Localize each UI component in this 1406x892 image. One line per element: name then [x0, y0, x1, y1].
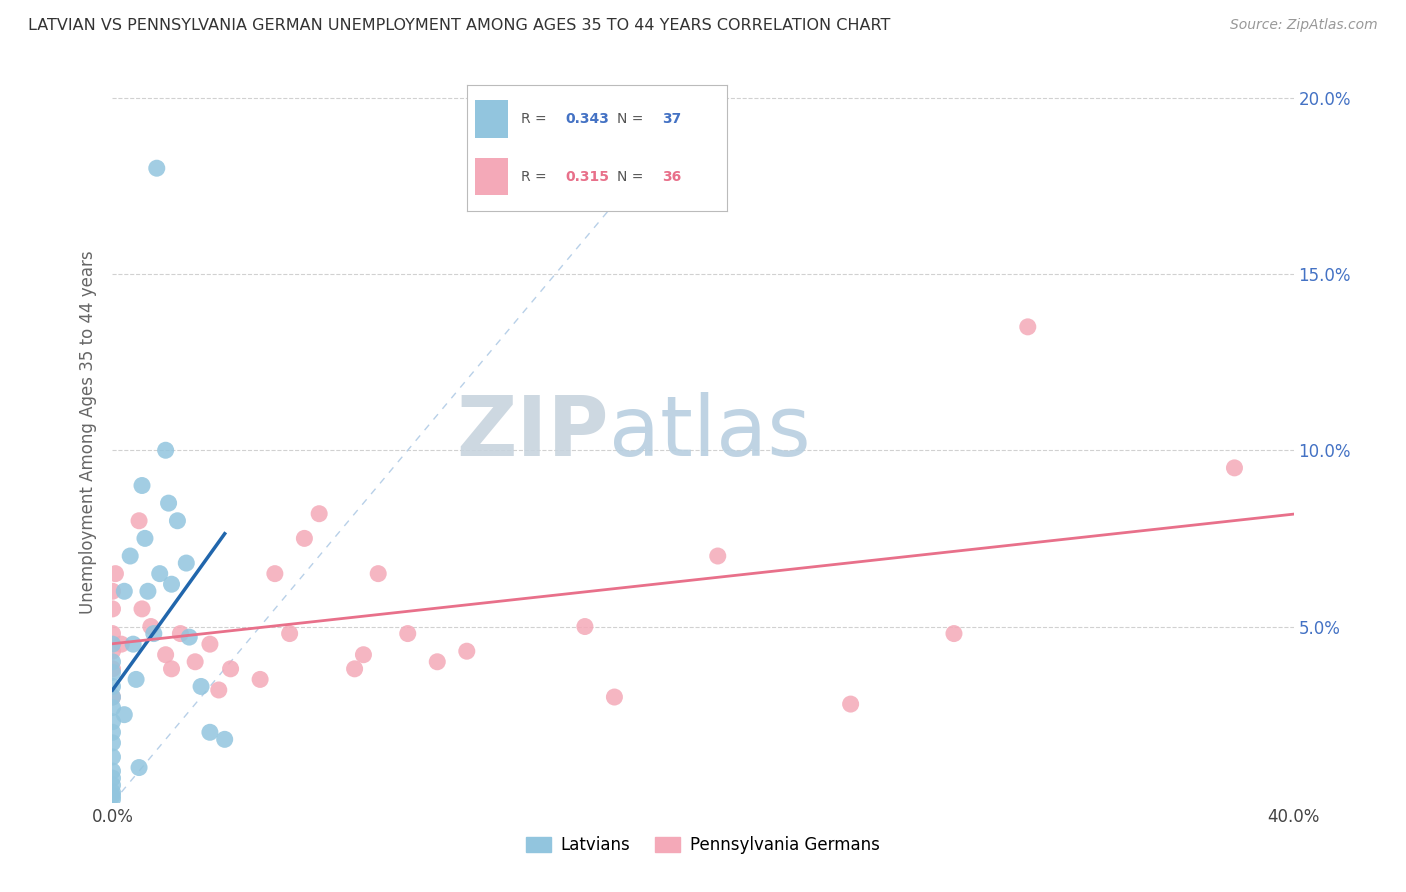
Point: [219, 662, 242, 676]
Point: [198, 725, 221, 739]
Point: [101, 602, 124, 616]
Point: [179, 630, 201, 644]
Point: [706, 549, 728, 563]
Point: [112, 584, 135, 599]
Text: Source: ZipAtlas.com: Source: ZipAtlas.com: [1230, 18, 1378, 32]
Point: [367, 566, 389, 581]
Point: [343, 662, 366, 676]
Point: [396, 626, 419, 640]
Point: [101, 778, 124, 792]
Point: [214, 732, 236, 747]
Point: [169, 626, 191, 640]
Point: [101, 789, 124, 803]
Point: [101, 655, 124, 669]
Point: [264, 566, 287, 581]
Point: [278, 626, 301, 640]
Point: [101, 690, 124, 704]
Point: [942, 626, 965, 640]
Text: atlas: atlas: [609, 392, 810, 473]
Point: [155, 443, 177, 458]
Legend: Latvians, Pennsylvania Germans: Latvians, Pennsylvania Germans: [519, 830, 887, 861]
Point: [160, 662, 183, 676]
Point: [101, 665, 124, 680]
Point: [184, 655, 207, 669]
Point: [131, 602, 153, 616]
Point: [101, 736, 124, 750]
Point: [110, 637, 132, 651]
Point: [101, 644, 124, 658]
Point: [208, 683, 231, 698]
Point: [574, 619, 596, 633]
Point: [101, 714, 124, 729]
Point: [104, 566, 127, 581]
Point: [131, 478, 153, 492]
Point: [166, 514, 188, 528]
Point: [128, 760, 150, 774]
Point: [136, 584, 159, 599]
Point: [101, 785, 124, 799]
Point: [101, 764, 124, 778]
Point: [122, 637, 145, 651]
Point: [426, 655, 449, 669]
Point: [101, 662, 124, 676]
Point: [125, 673, 148, 687]
Point: [1223, 461, 1246, 475]
Point: [190, 680, 212, 694]
Point: [352, 648, 374, 662]
Point: [101, 626, 124, 640]
Point: [155, 648, 177, 662]
Point: [101, 584, 124, 599]
Point: [101, 700, 124, 714]
Point: [839, 697, 862, 711]
Point: [174, 556, 197, 570]
Point: [101, 750, 124, 764]
Point: [101, 637, 124, 651]
Y-axis label: Unemployment Among Ages 35 to 44 years: Unemployment Among Ages 35 to 44 years: [79, 251, 97, 615]
Point: [292, 532, 315, 546]
Point: [198, 637, 221, 651]
Point: [120, 549, 142, 563]
Point: [112, 707, 135, 722]
Point: [603, 690, 626, 704]
Point: [249, 673, 271, 687]
Point: [160, 577, 183, 591]
Point: [139, 619, 162, 633]
Point: [142, 626, 165, 640]
Point: [101, 771, 124, 785]
Point: [149, 566, 172, 581]
Point: [157, 496, 180, 510]
Point: [128, 514, 150, 528]
Point: [134, 532, 156, 546]
Point: [308, 507, 330, 521]
Point: [101, 680, 124, 694]
Text: ZIP: ZIP: [456, 392, 609, 473]
Point: [146, 161, 169, 176]
Point: [101, 792, 124, 806]
Point: [101, 690, 124, 704]
Point: [1017, 319, 1039, 334]
Point: [101, 725, 124, 739]
Point: [456, 644, 478, 658]
Text: LATVIAN VS PENNSYLVANIA GERMAN UNEMPLOYMENT AMONG AGES 35 TO 44 YEARS CORRELATIO: LATVIAN VS PENNSYLVANIA GERMAN UNEMPLOYM…: [28, 18, 890, 33]
